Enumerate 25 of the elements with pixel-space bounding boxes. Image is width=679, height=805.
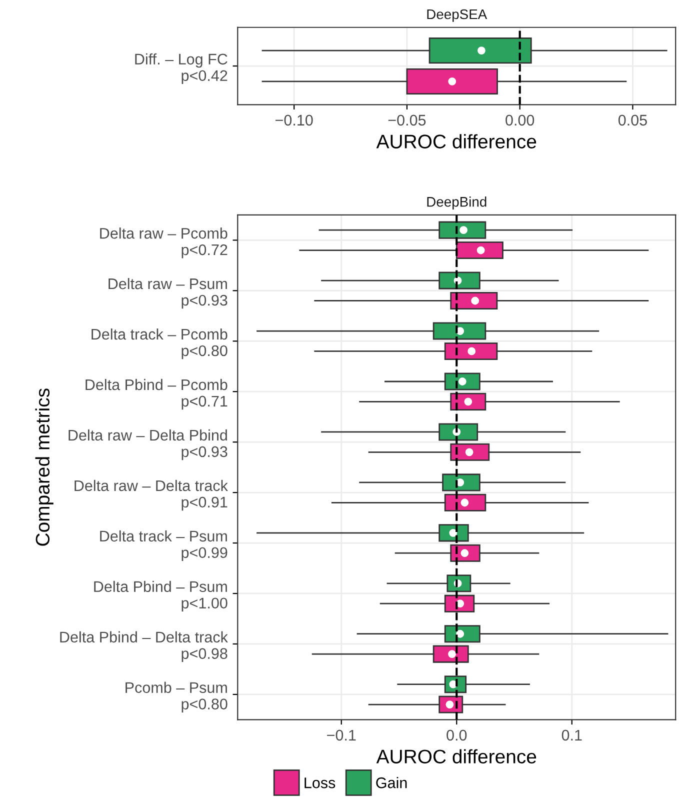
y-tick-label: Delta Pbind – Delta track p<0.98 — [60, 631, 228, 662]
legend-label: Loss — [304, 778, 336, 788]
y-tick-label: Pcomb – Psum p<0.80 — [126, 682, 228, 712]
chart-title: DeepSEA — [427, 9, 488, 22]
x-tick-label: 0.1 — [562, 730, 582, 741]
y-tick-label: Delta raw – Delta track p<0.91 — [74, 480, 228, 511]
x-tick-label: −0.10 — [276, 114, 313, 126]
x-tick-label: 0.05 — [618, 114, 647, 126]
x-tick-label: 0.0 — [446, 730, 467, 741]
y-tick-label: Delta raw – Delta Pbind p<0.93 — [68, 429, 228, 460]
x-tick-label: −0.1 — [327, 730, 356, 741]
x-axis-title: AUROC difference — [376, 749, 536, 764]
x-tick-label: −0.05 — [388, 114, 426, 126]
y-tick-label: Delta raw – Psum p<0.93 — [108, 278, 228, 309]
y-tick-label: Delta track – Psum p<0.99 — [100, 530, 228, 562]
y-tick-label: Diff. – Log FC p<0.42 — [135, 53, 228, 84]
y-tick-label: Delta track – Pcomb p<0.80 — [92, 328, 228, 360]
chart-title: DeepBind — [427, 196, 486, 210]
y-tick-label: Delta Pbind – Psum p<1.00 — [94, 580, 228, 612]
y-tick-label: Delta raw – Pcomb p<0.72 — [100, 228, 228, 258]
legend-label: Gain — [376, 777, 407, 788]
x-axis-title: AUROC difference — [376, 134, 536, 148]
y-tick-label: Delta Pbind – Pcomb p<0.71 — [86, 378, 228, 410]
x-tick-label: 0.00 — [506, 114, 534, 126]
y-axis-title: Compared metrics — [35, 388, 54, 546]
